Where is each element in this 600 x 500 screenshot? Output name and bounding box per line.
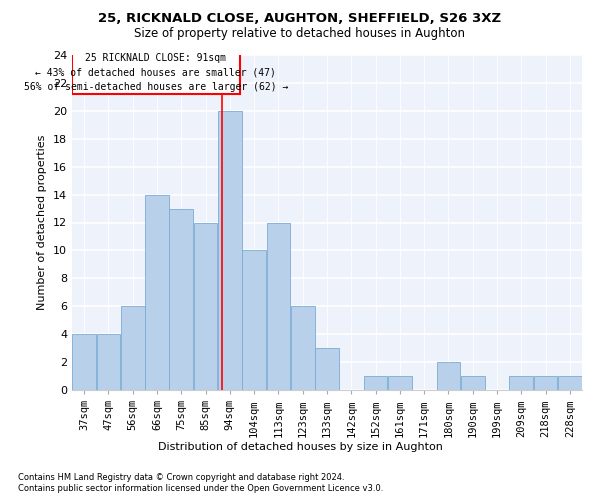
Bar [509,376,533,390]
Bar [364,376,388,390]
Y-axis label: Number of detached properties: Number of detached properties [37,135,47,310]
Bar [266,222,290,390]
Text: 25, RICKNALD CLOSE, AUGHTON, SHEFFIELD, S26 3XZ: 25, RICKNALD CLOSE, AUGHTON, SHEFFIELD, … [98,12,502,26]
Text: 56% of semi-detached houses are larger (62) →: 56% of semi-detached houses are larger (… [23,82,288,92]
Text: Contains public sector information licensed under the Open Government Licence v3: Contains public sector information licen… [18,484,383,493]
Bar [533,376,557,390]
Bar [558,376,582,390]
Text: ← 43% of detached houses are smaller (47): ← 43% of detached houses are smaller (47… [35,68,276,78]
Text: 25 RICKNALD CLOSE: 91sqm: 25 RICKNALD CLOSE: 91sqm [85,53,226,63]
Text: Distribution of detached houses by size in Aughton: Distribution of detached houses by size … [158,442,442,452]
Text: Contains HM Land Registry data © Crown copyright and database right 2024.: Contains HM Land Registry data © Crown c… [18,472,344,482]
Bar [461,376,485,390]
Bar [72,334,96,390]
Bar [242,250,266,390]
Bar [388,376,412,390]
Bar [437,362,460,390]
Bar [97,334,121,390]
Text: Size of property relative to detached houses in Aughton: Size of property relative to detached ho… [134,28,466,40]
Bar [218,111,242,390]
Bar [145,194,169,390]
FancyBboxPatch shape [72,51,239,94]
Bar [315,348,339,390]
Bar [291,306,314,390]
Bar [169,208,193,390]
Bar [194,222,217,390]
Bar [121,306,145,390]
